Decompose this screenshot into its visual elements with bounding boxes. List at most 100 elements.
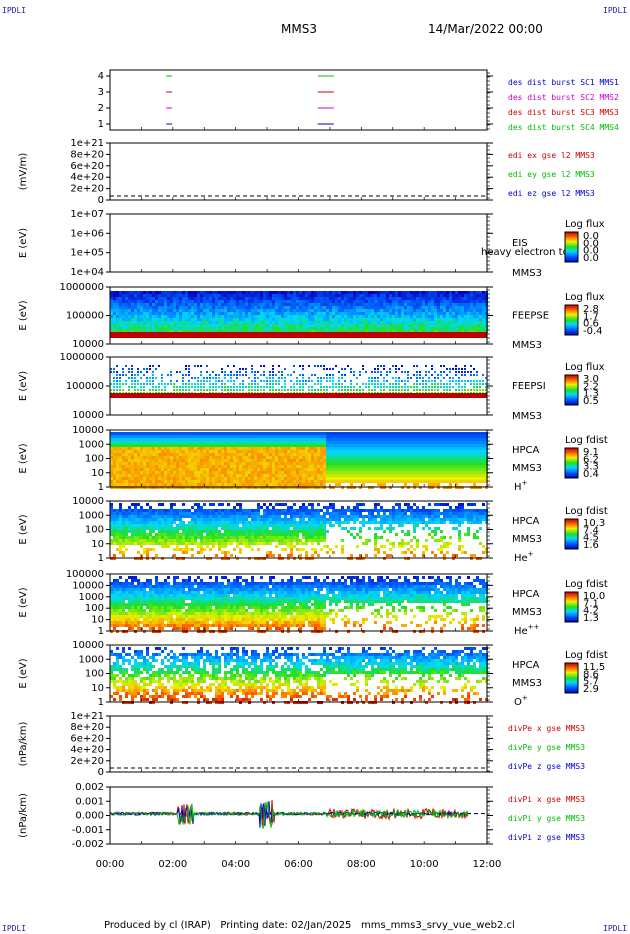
heat-cell [242, 477, 245, 480]
heat-cell [380, 483, 383, 486]
heat-cell [182, 444, 185, 447]
heat-cell [164, 444, 167, 447]
heat-cell [239, 483, 242, 486]
heat-cell [113, 297, 116, 300]
heat-cell [299, 432, 302, 435]
heat-cell [197, 377, 199, 379]
heat-cell [434, 468, 437, 471]
heat-cell [176, 483, 179, 486]
heat-cell [158, 432, 161, 435]
heat-cell [296, 318, 299, 321]
heat-cell [308, 318, 311, 321]
heat-cell [272, 389, 274, 391]
heat-cell [131, 483, 134, 486]
heat-cell [443, 477, 446, 480]
heat-cell [113, 294, 116, 297]
heat-cell [461, 291, 464, 294]
heat-cell [263, 365, 265, 367]
heat-cell [335, 383, 337, 385]
heat-cell [248, 450, 251, 453]
heat-cell [185, 450, 188, 453]
heat-cell [473, 477, 476, 480]
heat-cell [353, 374, 355, 376]
heat-cell [239, 459, 242, 462]
heat-cell [386, 432, 389, 435]
heat-cell [308, 459, 311, 462]
heat-cell [170, 324, 173, 327]
heat-cell [254, 483, 257, 486]
heat-cell [236, 450, 239, 453]
heat-cell [392, 330, 395, 333]
heat-cell [308, 306, 311, 309]
heat-cell [269, 459, 272, 462]
heat-cell [131, 474, 134, 477]
heat-cell [377, 432, 380, 435]
heat-cell [329, 453, 332, 456]
heat-cell [146, 330, 149, 333]
heat-cell [275, 465, 278, 468]
heat-cell [155, 480, 158, 483]
heat-cell [323, 462, 326, 465]
heat-cell [431, 327, 434, 330]
heat-cell [296, 312, 299, 315]
heat-cell [110, 483, 113, 486]
heat-cell [119, 389, 121, 391]
heat-cell [245, 312, 248, 315]
heat-cell [464, 294, 467, 297]
heat-cell [233, 324, 236, 327]
heat-cell [332, 477, 335, 480]
heat-cell [293, 300, 296, 303]
heat-cell [404, 389, 406, 391]
heat-cell [470, 380, 472, 382]
heat-cell [227, 330, 230, 333]
heat-cell [347, 444, 350, 447]
heat-cell [467, 321, 470, 324]
heat-cell [392, 474, 395, 477]
heat-cell [482, 327, 485, 330]
heat-cell [164, 459, 167, 462]
heat-cell [116, 539, 119, 542]
heat-cell [425, 330, 428, 333]
heat-cell [296, 444, 299, 447]
heat-cell [290, 483, 293, 486]
heat-cell [218, 324, 221, 327]
heat-cell [449, 432, 452, 435]
heat-cell [296, 315, 299, 318]
heat-cell [434, 432, 437, 435]
heat-cell [455, 297, 458, 300]
heat-cell [455, 291, 458, 294]
heat-cell [332, 456, 335, 459]
heat-cell [233, 477, 236, 480]
heat-cell [398, 383, 400, 385]
heat-cell [230, 327, 233, 330]
heat-cell [209, 383, 211, 385]
heat-cell [251, 483, 254, 486]
heat-cell [419, 315, 422, 318]
heat-cell [272, 441, 275, 444]
heat-cell [209, 389, 211, 391]
heat-cell [386, 477, 389, 480]
heat-cell [149, 456, 152, 459]
heat-cell [305, 456, 308, 459]
heat-cell [218, 380, 220, 382]
heat-cell [290, 438, 293, 441]
heat-cell [176, 309, 179, 312]
heat-cell [290, 389, 292, 391]
heat-cell [479, 432, 482, 435]
heat-cell [149, 459, 152, 462]
heat-cell [119, 438, 122, 441]
heat-cell [422, 456, 425, 459]
heat-cell [461, 435, 464, 438]
heat-cell [236, 324, 239, 327]
heat-cell [266, 303, 269, 306]
heat-cell [398, 300, 401, 303]
heat-cell [113, 542, 116, 545]
heat-cell [299, 483, 302, 486]
heat-cell [215, 468, 218, 471]
heat-cell [371, 477, 374, 480]
heat-cell [152, 465, 155, 468]
heat-cell [413, 306, 416, 309]
heat-cell [167, 483, 170, 486]
heat-cell [179, 480, 182, 483]
heat-cell [344, 480, 347, 483]
